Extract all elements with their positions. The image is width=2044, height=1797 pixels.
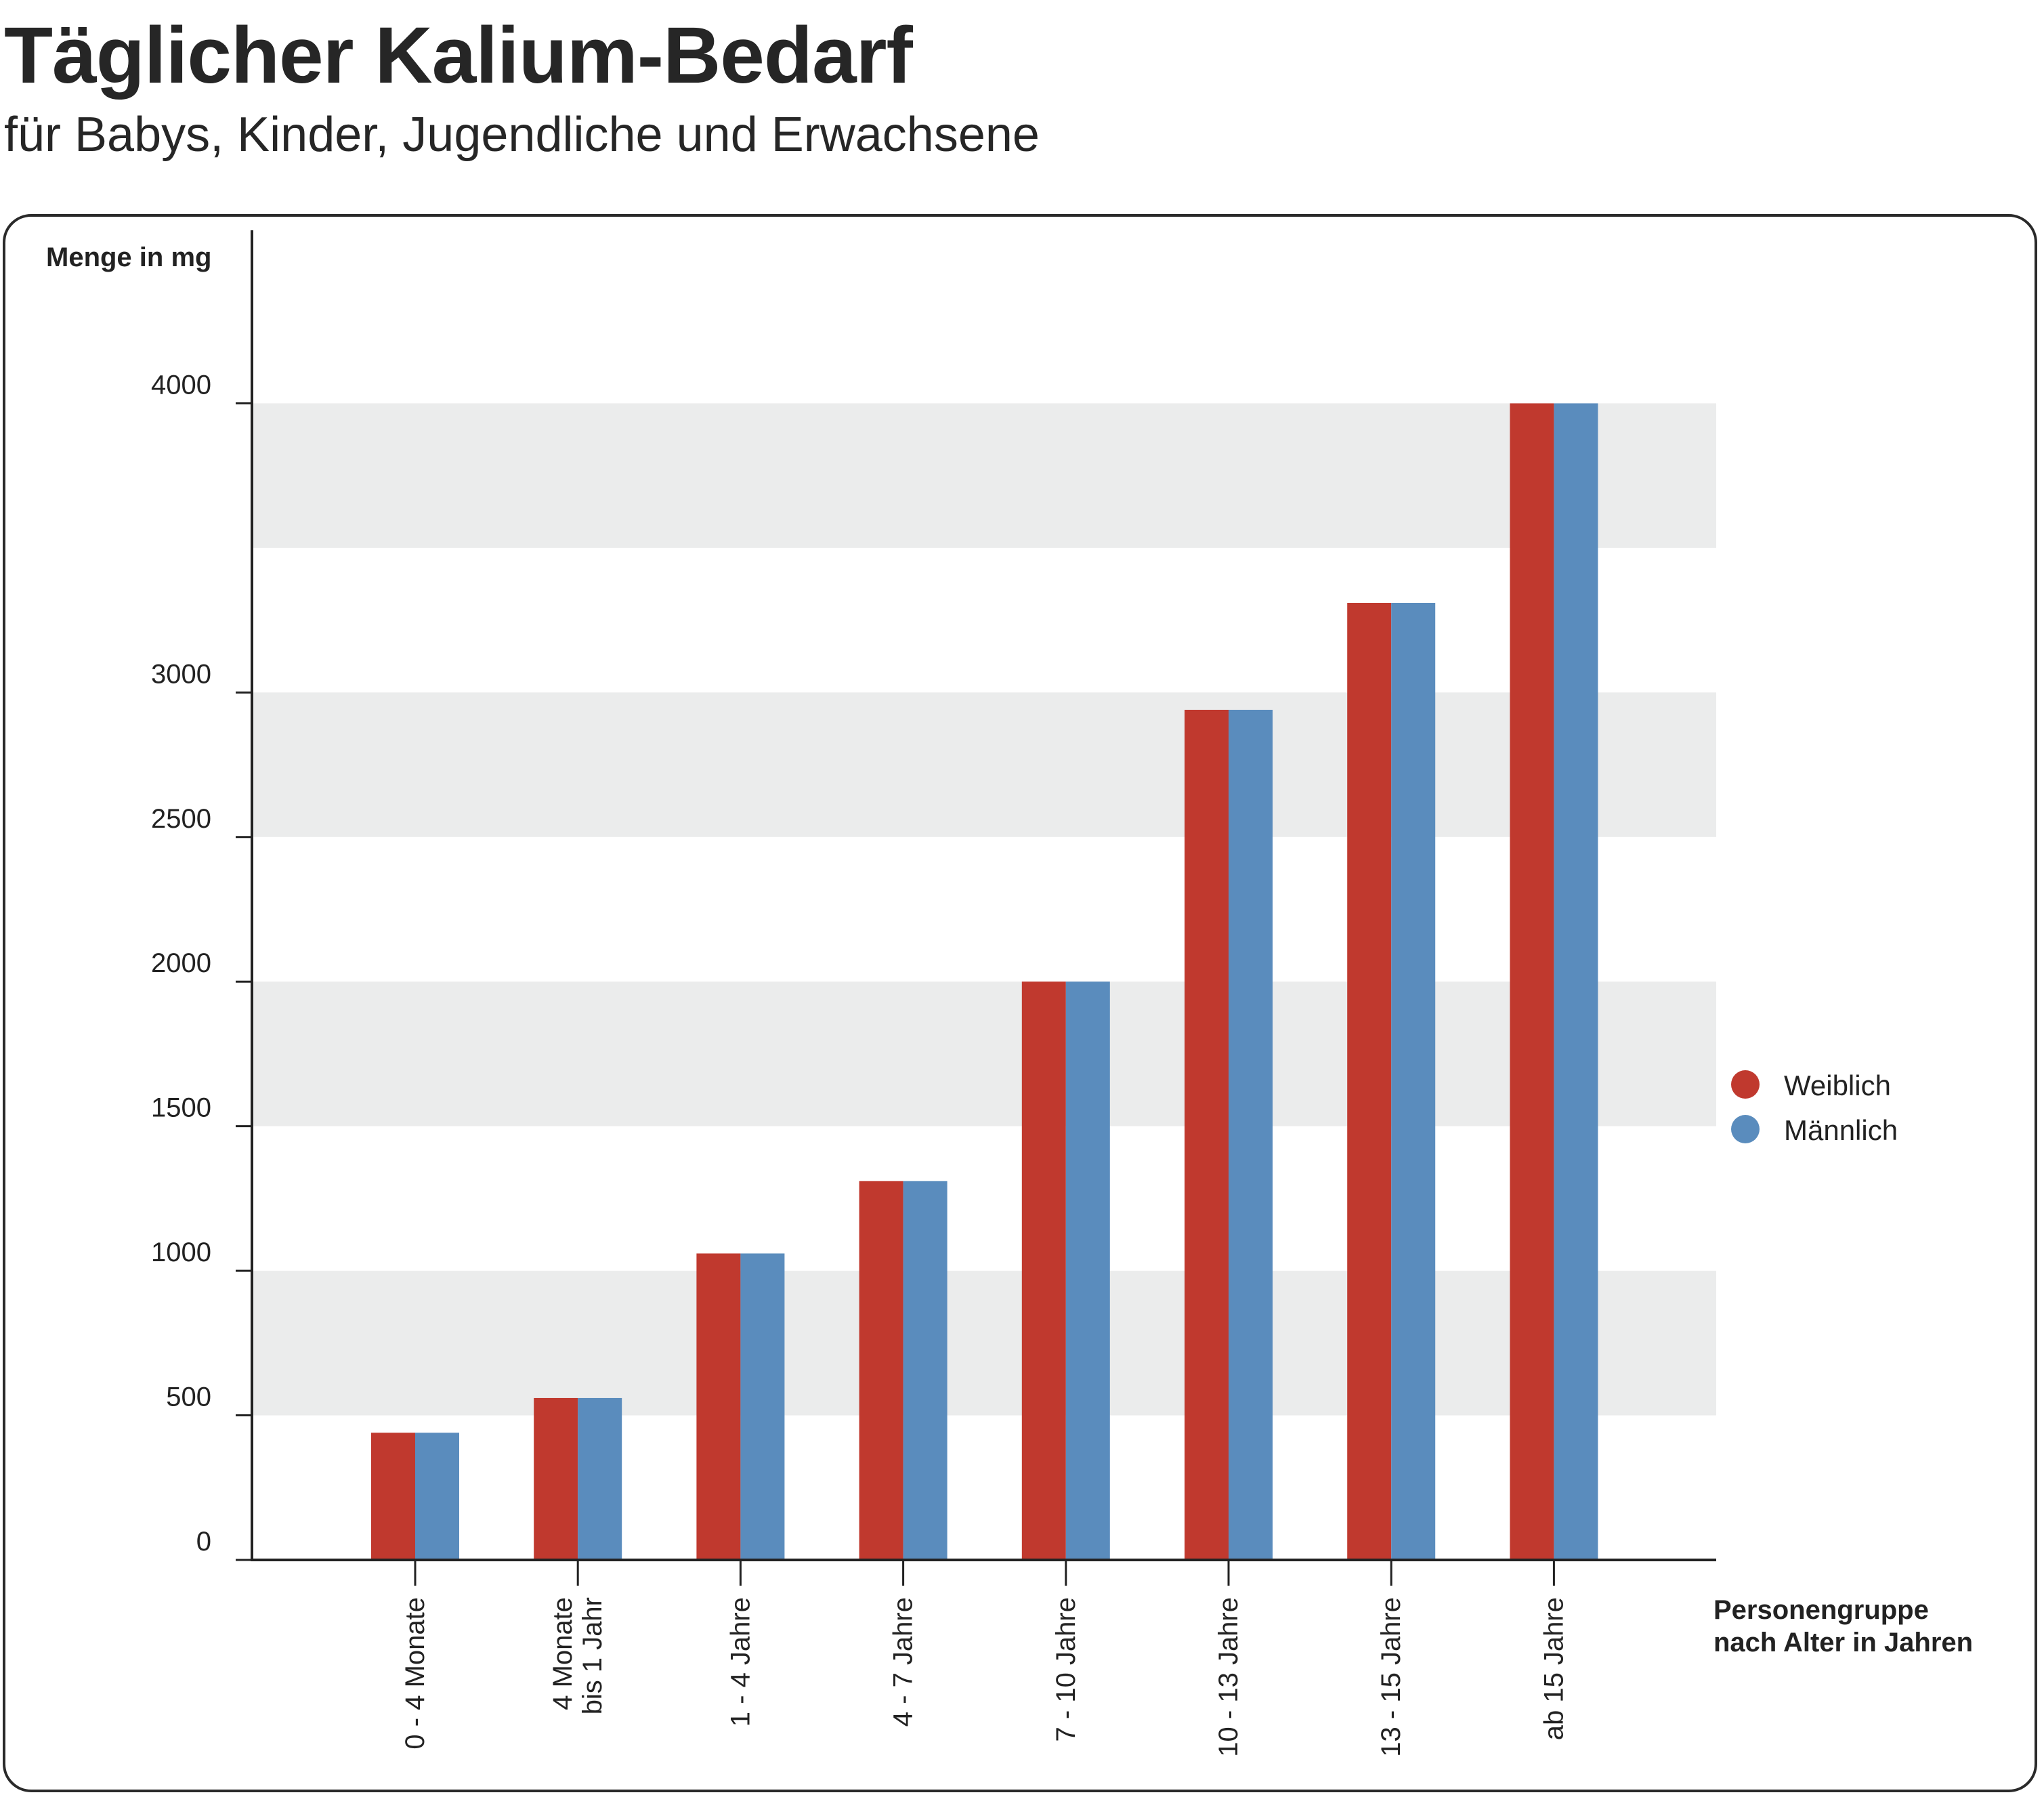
y-tick-label: 1000 xyxy=(151,1238,211,1267)
x-axis-label: Personengruppe nach Alter in Jahren xyxy=(1713,1595,1973,1657)
legend: Weiblich Männlich xyxy=(1731,1070,1898,1146)
bars xyxy=(371,403,1598,1560)
y-axis-label: Menge in mg xyxy=(46,242,211,272)
y-tick-label: 500 xyxy=(166,1382,211,1412)
bar-männlich-0 xyxy=(415,1433,459,1560)
background-band xyxy=(252,403,1716,548)
legend-swatch-männlich xyxy=(1731,1115,1760,1143)
background-band xyxy=(252,1271,1716,1416)
bar-weiblich-3 xyxy=(859,1181,903,1560)
background-band xyxy=(252,981,1716,1126)
legend-label-männlich: Männlich xyxy=(1784,1114,1898,1146)
x-tick-label: 1 - 4 Jahre xyxy=(725,1597,755,1727)
x-tick-label: 4 Monate xyxy=(548,1597,578,1710)
bar-männlich-1 xyxy=(578,1397,622,1560)
x-tick-label: 10 - 13 Jahre xyxy=(1214,1597,1243,1757)
bar-männlich-2 xyxy=(740,1253,785,1560)
bar-männlich-7 xyxy=(1554,403,1598,1560)
bar-männlich-6 xyxy=(1391,602,1436,1560)
x-tick-label: bis 1 Jahr xyxy=(578,1597,608,1714)
bar-weiblich-6 xyxy=(1347,602,1392,1560)
x-axis-label-line: Personengruppe xyxy=(1713,1595,1929,1625)
chart-title: Täglicher Kalium-Bedarf xyxy=(4,11,913,100)
x-tick-label: 7 - 10 Jahre xyxy=(1051,1597,1081,1741)
axes xyxy=(251,230,1716,1561)
legend-swatch-weiblich xyxy=(1731,1070,1760,1099)
bar-weiblich-7 xyxy=(1510,403,1554,1560)
y-tick-label: 3000 xyxy=(151,659,211,689)
background-bands xyxy=(252,403,1716,1416)
bar-männlich-4 xyxy=(1065,981,1110,1560)
bar-männlich-3 xyxy=(903,1181,948,1560)
x-axis-label-line: nach Alter in Jahren xyxy=(1713,1628,1973,1657)
x-tick-label: 0 - 4 Monate xyxy=(400,1597,430,1750)
y-tick-label: 0 xyxy=(196,1527,211,1557)
bar-weiblich-0 xyxy=(371,1433,415,1560)
y-tick-labels: 0 500 1000 1500 2000 2500 3000 4000 xyxy=(151,370,252,1561)
x-tick-labels: 0 - 4 Monate 4 Monate bis 1 Jahr 1 - 4 Jahr… xyxy=(400,1560,1569,1757)
y-tick-label: 1500 xyxy=(151,1093,211,1123)
bar-weiblich-5 xyxy=(1185,709,1229,1560)
bar-weiblich-1 xyxy=(534,1397,578,1560)
y-tick-label: 2000 xyxy=(151,948,211,978)
y-tick-label: 2500 xyxy=(151,804,211,834)
y-tick-label: 4000 xyxy=(151,370,211,400)
x-tick-label: ab 15 Jahre xyxy=(1539,1597,1569,1740)
chart-subtitle: für Babys, Kinder, Jugendliche und Erwac… xyxy=(4,108,1040,162)
bar-männlich-5 xyxy=(1229,709,1273,1560)
x-tick-label: 13 - 15 Jahre xyxy=(1376,1597,1406,1757)
x-tick-label: 4 - 7 Jahre xyxy=(889,1597,918,1727)
background-band xyxy=(252,692,1716,837)
bar-weiblich-2 xyxy=(696,1253,741,1560)
chart-frame xyxy=(3,214,2037,1792)
legend-label-weiblich: Weiblich xyxy=(1784,1070,1891,1101)
bar-weiblich-4 xyxy=(1021,981,1066,1560)
